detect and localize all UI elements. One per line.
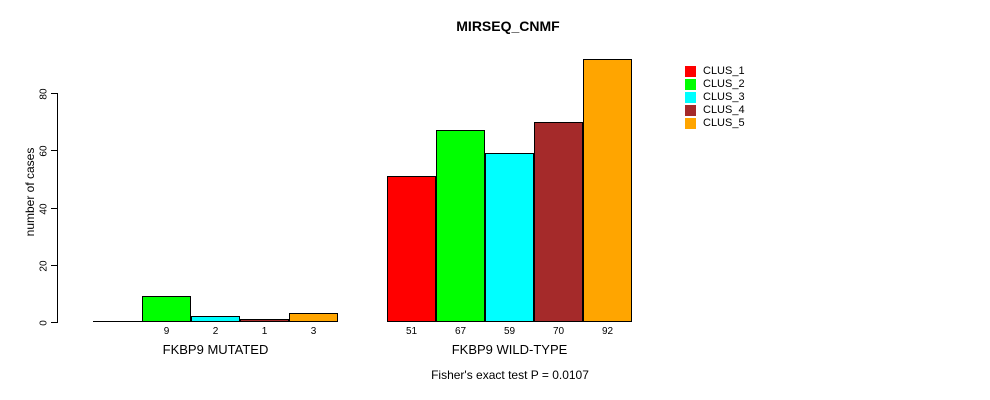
y-axis-tick-label: 0 — [38, 319, 50, 326]
chart-title: MIRSEQ_CNMF — [456, 18, 560, 34]
legend: CLUS_1 CLUS_2 CLUS_3 CLUS_4 CLUS_5 — [685, 65, 745, 130]
bar-clus_4-group2 — [534, 121, 583, 322]
bar-clus_1-group1 — [93, 321, 142, 322]
group-label-2: FKBP9 WILD-TYPE — [451, 342, 568, 357]
bar-value-label: 92 — [601, 326, 614, 337]
legend-item-clus_1: CLUS_1 — [685, 65, 745, 78]
legend-label: CLUS_2 — [703, 78, 745, 90]
y-axis-tick-label: 20 — [38, 259, 50, 272]
y-axis-tick-label: 80 — [38, 87, 50, 100]
bar-clus_2-group1 — [142, 296, 191, 322]
bar-clus_3-group1 — [191, 316, 240, 322]
y-axis-tick — [51, 208, 57, 209]
legend-item-clus_5: CLUS_5 — [685, 117, 745, 130]
bar-clus_1-group2 — [387, 176, 436, 322]
legend-swatch-clus_4 — [685, 105, 696, 116]
legend-swatch-clus_1 — [685, 66, 696, 77]
y-axis-line — [57, 93, 58, 323]
y-axis-tick — [51, 93, 57, 94]
y-axis-tick — [51, 265, 57, 266]
y-axis-tick-label: 60 — [38, 144, 50, 157]
bar-value-label: 2 — [212, 326, 219, 337]
bar-clus_2-group2 — [436, 130, 485, 322]
bar-clus_5-group2 — [583, 58, 632, 322]
bar-clus_3-group2 — [485, 153, 534, 322]
y-axis-tick — [51, 150, 57, 151]
bar-value-label: 1 — [261, 326, 268, 337]
legend-item-clus_4: CLUS_4 — [685, 104, 745, 117]
bar-value-label: 3 — [310, 326, 317, 337]
legend-swatch-clus_2 — [685, 79, 696, 90]
bar-value-label: 67 — [454, 326, 467, 337]
legend-item-clus_2: CLUS_2 — [685, 78, 745, 91]
footnote-text: Fisher's exact test P = 0.0107 — [431, 368, 589, 382]
bar-value-label: 59 — [503, 326, 516, 337]
legend-swatch-clus_5 — [685, 118, 696, 129]
legend-label: CLUS_1 — [703, 65, 745, 77]
legend-swatch-clus_3 — [685, 92, 696, 103]
bar-clus_5-group1 — [289, 313, 338, 322]
y-axis-tick — [51, 322, 57, 323]
y-axis-tick-label: 40 — [38, 202, 50, 215]
legend-item-clus_3: CLUS_3 — [685, 91, 745, 104]
bar-value-label: 51 — [405, 326, 418, 337]
bar-value-label: 9 — [163, 326, 170, 337]
group-label-1: FKBP9 MUTATED — [162, 342, 269, 357]
legend-label: CLUS_4 — [703, 104, 745, 116]
legend-label: CLUS_5 — [703, 117, 745, 129]
legend-label: CLUS_3 — [703, 91, 745, 103]
bar-clus_4-group1 — [240, 319, 289, 322]
bar-value-label: 70 — [552, 326, 565, 337]
